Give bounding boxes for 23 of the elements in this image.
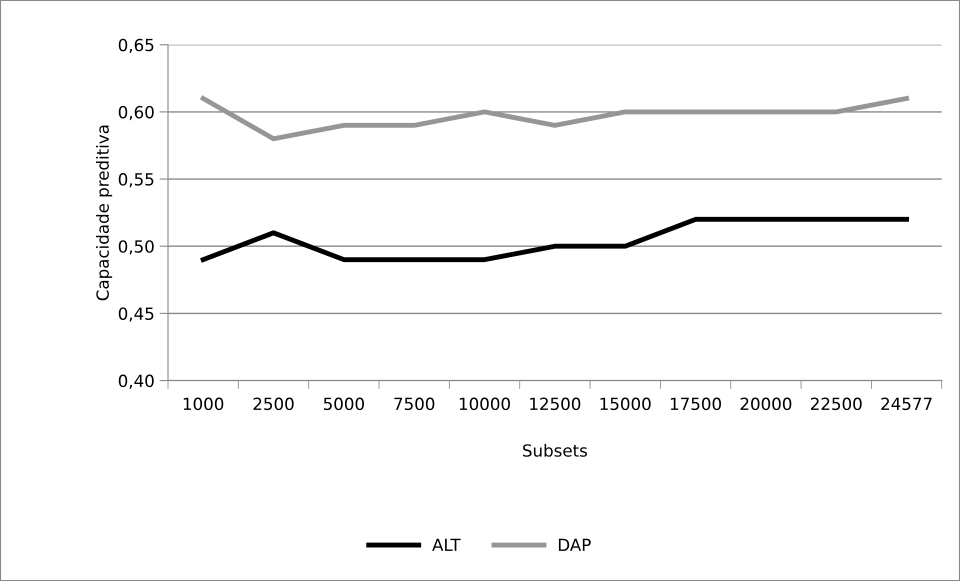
x-axis-title: Subsets — [523, 444, 588, 457]
line-series — [200, 96, 910, 142]
y-tick-label: 0,60 — [118, 106, 154, 120]
legend-label: ALT — [432, 538, 461, 551]
x-tick-label: 1000 — [184, 398, 224, 410]
y-tick-label: 0,55 — [118, 173, 154, 188]
x-tick-label: 24577 — [881, 398, 932, 410]
legend-label: DAP — [558, 538, 591, 551]
x-tick-label: 17500 — [670, 398, 721, 410]
line-series — [200, 216, 910, 262]
x-tick-label: 22500 — [810, 398, 862, 410]
x-tick-label: 10000 — [460, 398, 510, 410]
y-tick-label: 0,65 — [118, 38, 154, 54]
y-tick-label: 0,45 — [118, 307, 154, 322]
x-tick-label: 15000 — [600, 398, 651, 410]
x-tick-label: 20000 — [740, 398, 792, 410]
y-tick-label: 0,40 — [118, 374, 154, 389]
x-tick-label: 5000 — [324, 398, 364, 410]
y-tick-label: 0,50 — [118, 240, 154, 254]
x-tick-label: 2500 — [254, 398, 294, 410]
y-axis-title: Capacidade preditiva — [96, 126, 112, 300]
x-tick-label: 12500 — [530, 398, 580, 410]
x-tick-label: 7500 — [394, 398, 434, 410]
